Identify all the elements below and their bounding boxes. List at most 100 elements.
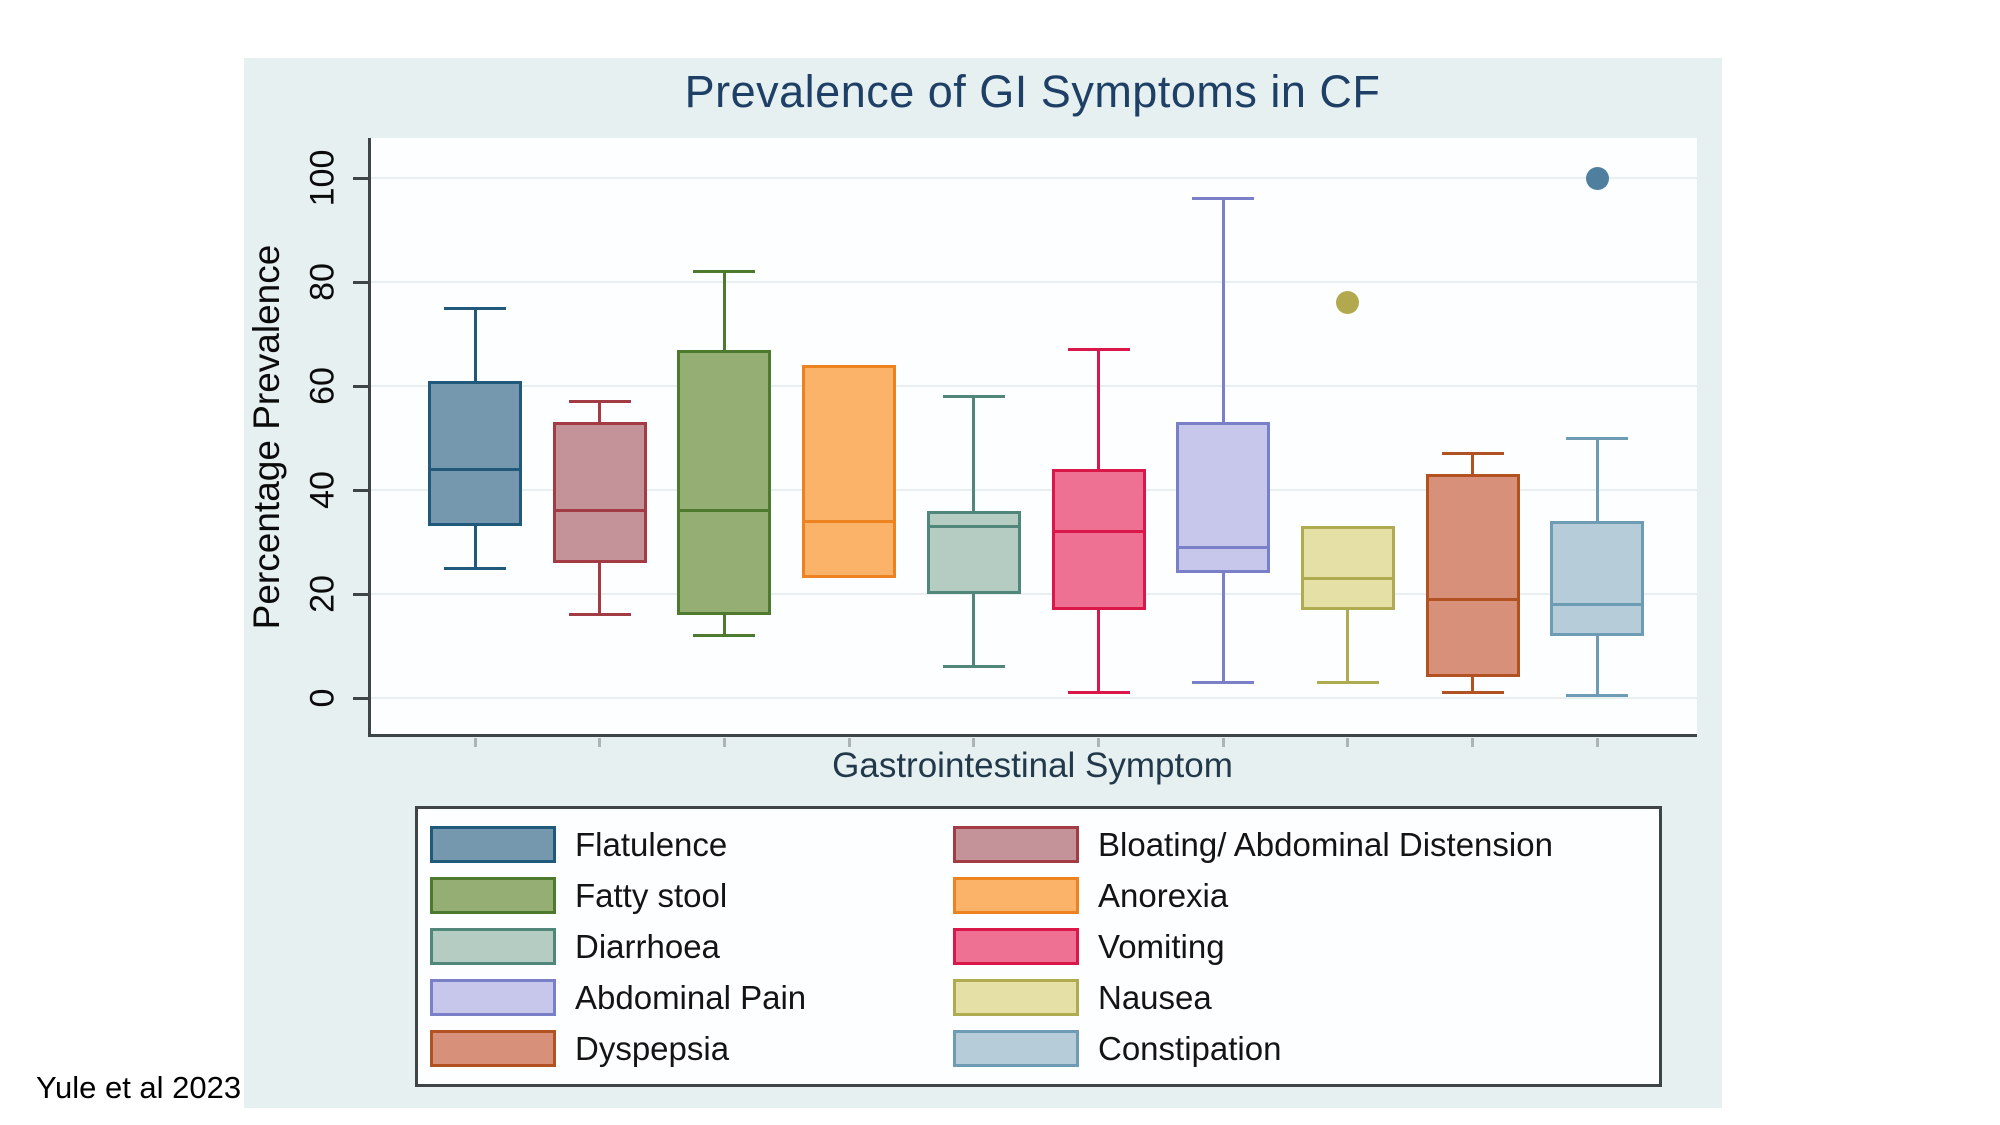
legend-swatch-abdominal-pain [430,979,556,1016]
median-abdominal-pain [1176,545,1271,549]
legend-label-bloating-abdominal-distension: Bloating/ Abdominal Distension [1098,825,1553,863]
lower-whisker-cap-constipation [1566,693,1629,697]
upper-whisker-abdominal-pain [1221,198,1225,423]
median-diarrhoea [926,524,1021,528]
legend-label-fatty-stool: Fatty stool [575,876,728,914]
legend-swatch-dyspepsia [430,1030,556,1067]
lower-whisker-cap-vomiting [1067,691,1130,695]
legend-swatch-diarrhoea [430,928,556,965]
box-diarrhoea [926,510,1021,594]
box-constipation [1550,521,1645,636]
lower-whisker-cap-nausea [1316,680,1379,684]
box-bloating-abdominal-distension [552,422,647,563]
legend: Flatulence Fatty stool Diarrhoea Abdominal … [415,806,1662,1087]
legend-swatch-anorexia [953,877,1079,914]
y-tick-label-80: 80 [303,263,342,301]
x-tick-abdominal-pain [1221,738,1225,747]
legend-label-nausea: Nausea [1098,978,1212,1016]
lower-whisker-abdominal-pain [1221,573,1225,683]
box-dyspepsia [1425,474,1520,678]
upper-whisker-flatulence [473,308,477,381]
legend-swatch-bloating-abdominal-distension [953,826,1079,863]
lower-whisker-fatty-stool [722,614,726,636]
y-tick-label-60: 60 [303,367,342,405]
y-tick-40 [353,488,371,492]
legend-label-dyspepsia: Dyspepsia [575,1029,730,1067]
x-tick-nausea [1346,738,1350,747]
chart-title: Prevalence of GI Symptoms in CF [684,66,1381,117]
legend-item-constipation: Constipation [953,1030,1659,1068]
median-dyspepsia [1425,597,1520,601]
median-anorexia [802,519,897,523]
box-vomiting [1051,469,1146,610]
box-abdominal-pain [1176,422,1271,574]
legend-label-diarrhoea: Diarrhoea [575,927,720,965]
legend-item-anorexia: Anorexia [953,877,1659,915]
legend-item-abdominal-pain: Abdominal Pain [430,979,953,1017]
legend-label-constipation: Constipation [1098,1029,1282,1067]
y-tick-80 [353,280,371,284]
legend-item-dyspepsia: Dyspepsia [430,1030,953,1068]
y-tick-20 [353,592,371,596]
y-axis-label: Percentage Prevalence [246,244,287,630]
upper-whisker-fatty-stool [722,271,726,350]
legend-swatch-nausea [953,979,1079,1016]
legend-swatch-flatulence [430,826,556,863]
legend-item-bloating-abdominal-distension: Bloating/ Abdominal Distension [953,826,1659,864]
gridline-100 [371,177,1697,179]
legend-item-vomiting: Vomiting [953,928,1659,966]
lower-whisker-bloating-abdominal-distension [598,562,602,615]
lower-whisker-flatulence [473,526,477,568]
legend-item-diarrhoea: Diarrhoea [430,928,953,966]
box-fatty-stool [677,349,772,615]
median-nausea [1300,576,1395,580]
median-flatulence [428,467,522,471]
outlier-nausea-76 [1336,291,1360,315]
outlier-constipation-100 [1585,166,1609,190]
y-tick-0 [353,696,371,700]
lower-whisker-nausea [1346,609,1350,683]
x-tick-constipation [1595,738,1599,747]
x-tick-fatty-stool [722,738,726,747]
legend-swatch-vomiting [953,928,1079,965]
upper-whisker-cap-bloating-abdominal-distension [568,400,631,404]
upper-whisker-diarrhoea [972,396,976,511]
legend-swatch-constipation [953,1030,1079,1067]
upper-whisker-bloating-abdominal-distension [598,401,602,423]
median-fatty-stool [677,509,772,513]
legend-label-flatulence: Flatulence [575,825,728,863]
median-constipation [1550,602,1645,606]
upper-whisker-constipation [1595,438,1599,522]
x-tick-flatulence [473,738,477,747]
upper-whisker-cap-fatty-stool [693,270,756,274]
lower-whisker-cap-flatulence [444,566,506,570]
chart-panel: Prevalence of GI Symptoms in CF Percenta… [244,58,1722,1108]
legend-label-vomiting: Vomiting [1098,927,1225,965]
box-nausea [1300,526,1395,610]
x-tick-bloating-abdominal-distension [598,738,602,747]
lower-whisker-diarrhoea [972,594,976,667]
legend-swatch-fatty-stool [430,877,556,914]
upper-whisker-cap-vomiting [1067,348,1130,352]
y-tick-label-100: 100 [303,149,342,207]
legend-label-anorexia: Anorexia [1098,876,1229,914]
gridline-60 [371,385,1697,387]
lower-whisker-cap-fatty-stool [693,634,756,638]
plot-area: Percentage Prevalence 0 20 40 60 80 100 [246,138,1697,747]
gridline-80 [371,281,1697,283]
y-tick-label-0: 0 [303,688,342,708]
y-tick-label-40: 40 [303,471,342,509]
upper-whisker-vomiting [1097,349,1100,470]
box-flatulence [428,380,522,527]
y-tick-60 [353,384,371,388]
x-tick-diarrhoea [972,738,976,747]
lower-whisker-cap-bloating-abdominal-distension [568,613,631,617]
lower-whisker-constipation [1595,635,1599,696]
lower-whisker-cap-dyspepsia [1441,691,1504,695]
upper-whisker-cap-flatulence [444,306,506,310]
upper-whisker-cap-abdominal-pain [1192,197,1255,201]
x-tick-vomiting [1097,738,1100,747]
legend-label-abdominal-pain: Abdominal Pain [575,978,807,1016]
legend-column-1: Flatulence Fatty stool Diarrhoea Abdominal … [430,819,953,1074]
citation: Yule et al 2023 [36,1070,242,1105]
